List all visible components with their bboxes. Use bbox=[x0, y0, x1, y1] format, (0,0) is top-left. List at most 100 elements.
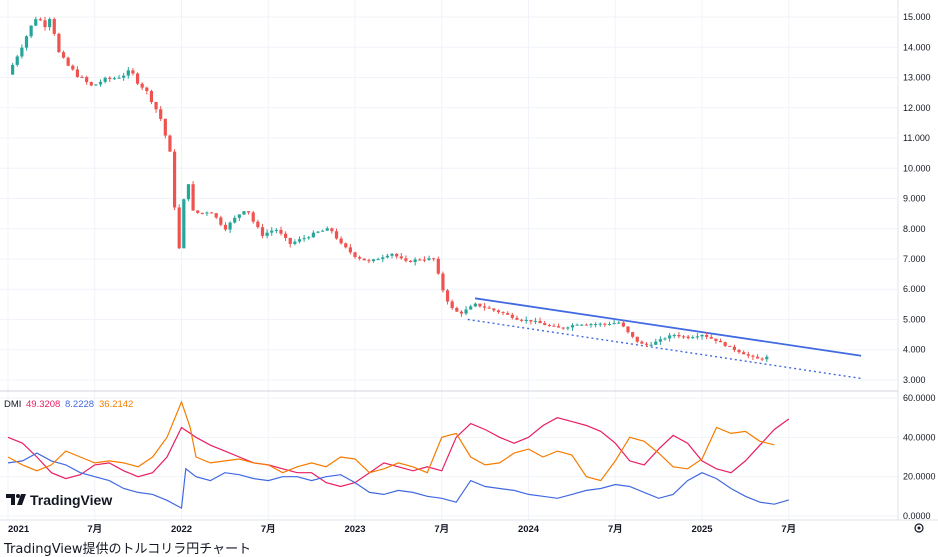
candle-down bbox=[168, 135, 172, 152]
candle-down bbox=[154, 102, 158, 110]
candle-down bbox=[404, 258, 408, 261]
candle-up bbox=[607, 323, 612, 325]
candle-down bbox=[746, 354, 750, 356]
candle-down bbox=[506, 313, 510, 315]
candle-up bbox=[293, 241, 297, 244]
price-candles bbox=[11, 16, 769, 363]
candle-up bbox=[580, 324, 584, 326]
candle-up bbox=[566, 327, 570, 329]
candle-down bbox=[140, 83, 144, 88]
candle-down bbox=[709, 336, 713, 339]
candle-down bbox=[135, 73, 140, 84]
candle-down bbox=[191, 184, 195, 211]
candle-down bbox=[52, 19, 56, 34]
candle-down bbox=[686, 336, 690, 339]
tradingview-logo-text: TradingView bbox=[30, 492, 112, 508]
candle-down bbox=[367, 260, 371, 262]
candle-up bbox=[20, 47, 24, 57]
price-tick-label: 8.000 bbox=[903, 224, 926, 234]
candle-up bbox=[617, 322, 621, 324]
candle-down bbox=[631, 332, 635, 337]
candle-down bbox=[418, 259, 422, 261]
candle-up bbox=[24, 36, 29, 48]
candle-down bbox=[288, 237, 292, 244]
candle-down bbox=[644, 343, 649, 345]
candle-down bbox=[399, 256, 403, 259]
candle-down bbox=[358, 257, 362, 259]
candle-down bbox=[196, 210, 200, 213]
candle-up bbox=[228, 222, 232, 230]
candle-down bbox=[450, 301, 454, 308]
candle-up bbox=[598, 323, 602, 325]
candle-down bbox=[432, 258, 436, 260]
candle-down bbox=[163, 118, 167, 136]
time-tick-label: 7月 bbox=[261, 524, 276, 535]
candle-down bbox=[732, 346, 737, 350]
time-tick-label: 7月 bbox=[608, 524, 623, 535]
candle-down bbox=[209, 212, 214, 214]
adx-line bbox=[7, 400, 775, 482]
candle-down bbox=[279, 229, 283, 234]
candle-down bbox=[635, 336, 639, 342]
chart-caption: TradingView提供のトルコリラ円チャート bbox=[4, 542, 252, 557]
dmi-tick-label: 0.0000 bbox=[903, 511, 931, 521]
candle-up bbox=[311, 232, 315, 238]
candle-down bbox=[510, 314, 514, 318]
time-tick-label: 7月 bbox=[87, 524, 102, 535]
candle-up bbox=[265, 232, 269, 236]
candle-up bbox=[589, 324, 593, 326]
price-tick-label: 12.000 bbox=[903, 103, 931, 113]
candle-up bbox=[48, 19, 52, 28]
candle-down bbox=[200, 212, 204, 214]
candle-down bbox=[436, 258, 440, 274]
dmi-panel bbox=[7, 400, 790, 510]
candle-down bbox=[626, 326, 630, 333]
dmi-minus-value: 8.2228 bbox=[65, 399, 94, 410]
candle-up bbox=[649, 344, 653, 346]
price-axis[interactable]: 15.000 14.000 13.000 12.000 11.000 10.000 9.00… bbox=[903, 12, 931, 385]
price-tick-label: 13.000 bbox=[903, 73, 931, 83]
lower-trend-line[interactable] bbox=[467, 318, 862, 380]
candle-up bbox=[242, 211, 246, 215]
candle-down bbox=[80, 76, 84, 78]
dmi-tick-label: 60.0000 bbox=[903, 393, 936, 403]
candle-down bbox=[172, 151, 177, 208]
candle-down bbox=[89, 82, 93, 86]
settings-icon[interactable] bbox=[914, 523, 924, 533]
candle-down bbox=[714, 338, 718, 341]
price-tick-label: 14.000 bbox=[903, 42, 931, 52]
candle-up bbox=[427, 258, 431, 260]
candle-up bbox=[297, 239, 302, 242]
candle-down bbox=[408, 260, 413, 263]
candle-up bbox=[126, 70, 130, 76]
candle-down bbox=[718, 340, 723, 343]
candle-up bbox=[122, 75, 126, 78]
candle-up bbox=[691, 337, 695, 339]
candle-down bbox=[751, 355, 755, 357]
candle-up bbox=[237, 214, 241, 218]
candle-up bbox=[381, 257, 385, 260]
candle-up bbox=[11, 64, 15, 75]
candle-up bbox=[205, 212, 209, 214]
price-tick-label: 4.000 bbox=[903, 345, 926, 355]
candle-down bbox=[737, 349, 741, 353]
candle-down bbox=[246, 211, 251, 213]
candle-down bbox=[61, 52, 66, 58]
candle-up bbox=[112, 78, 117, 80]
candle-up bbox=[371, 259, 376, 262]
candle-down bbox=[334, 231, 339, 239]
dmi-legend[interactable]: DMI 49.3208 8.2228 36.2142 bbox=[4, 399, 133, 410]
candle-up bbox=[316, 231, 320, 233]
candle-up bbox=[765, 356, 769, 360]
candle-up bbox=[473, 303, 477, 307]
candle-up bbox=[570, 325, 575, 328]
upper-trend-line[interactable] bbox=[474, 297, 862, 357]
time-axis[interactable]: 2021 7月 2022 7月 2023 7月 2024 7月 2025 7月 bbox=[8, 524, 796, 535]
candle-down bbox=[85, 77, 89, 83]
candle-up bbox=[15, 56, 19, 65]
candle-down bbox=[223, 224, 228, 230]
candle-down bbox=[519, 319, 524, 321]
candle-down bbox=[455, 307, 459, 312]
tradingview-logo[interactable]: TradingView bbox=[6, 492, 112, 508]
price-tick-label: 10.000 bbox=[903, 163, 931, 173]
